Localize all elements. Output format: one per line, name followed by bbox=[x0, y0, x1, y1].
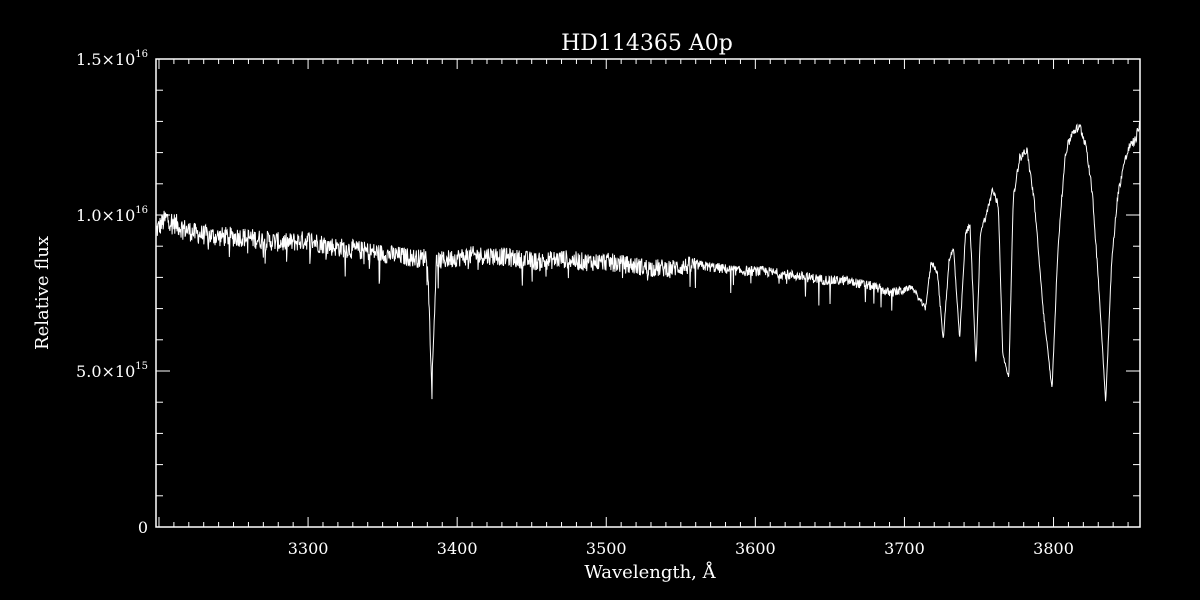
spectrum-line bbox=[155, 121, 1141, 402]
x-tick-label: 3600 bbox=[735, 539, 776, 558]
y-tick-label: 0 bbox=[138, 518, 148, 537]
x-tick-label: 3700 bbox=[884, 539, 925, 558]
x-axis: 3300 3400 3500 3600 3700 3800 bbox=[158, 59, 1129, 558]
y-tick-label: 1.5×1016 bbox=[76, 49, 148, 69]
x-tick-label: 3500 bbox=[586, 539, 627, 558]
x-tick-label: 3300 bbox=[288, 539, 329, 558]
y-axis-label: Relative flux bbox=[32, 236, 53, 350]
y-axis: 0 5.0×1015 1.0×1016 1.5×1016 bbox=[76, 49, 1140, 537]
x-tick-label: 3800 bbox=[1033, 539, 1074, 558]
series-group bbox=[155, 121, 1141, 402]
x-tick-label: 3400 bbox=[437, 539, 478, 558]
y-tick-label: 5.0×1015 bbox=[76, 361, 148, 381]
x-axis-label: Wavelength, Å bbox=[584, 561, 716, 583]
chart-title: HD114365 A0p bbox=[561, 31, 733, 56]
plot-frame bbox=[155, 58, 1141, 528]
y-tick-label: 1.0×1016 bbox=[76, 205, 148, 225]
